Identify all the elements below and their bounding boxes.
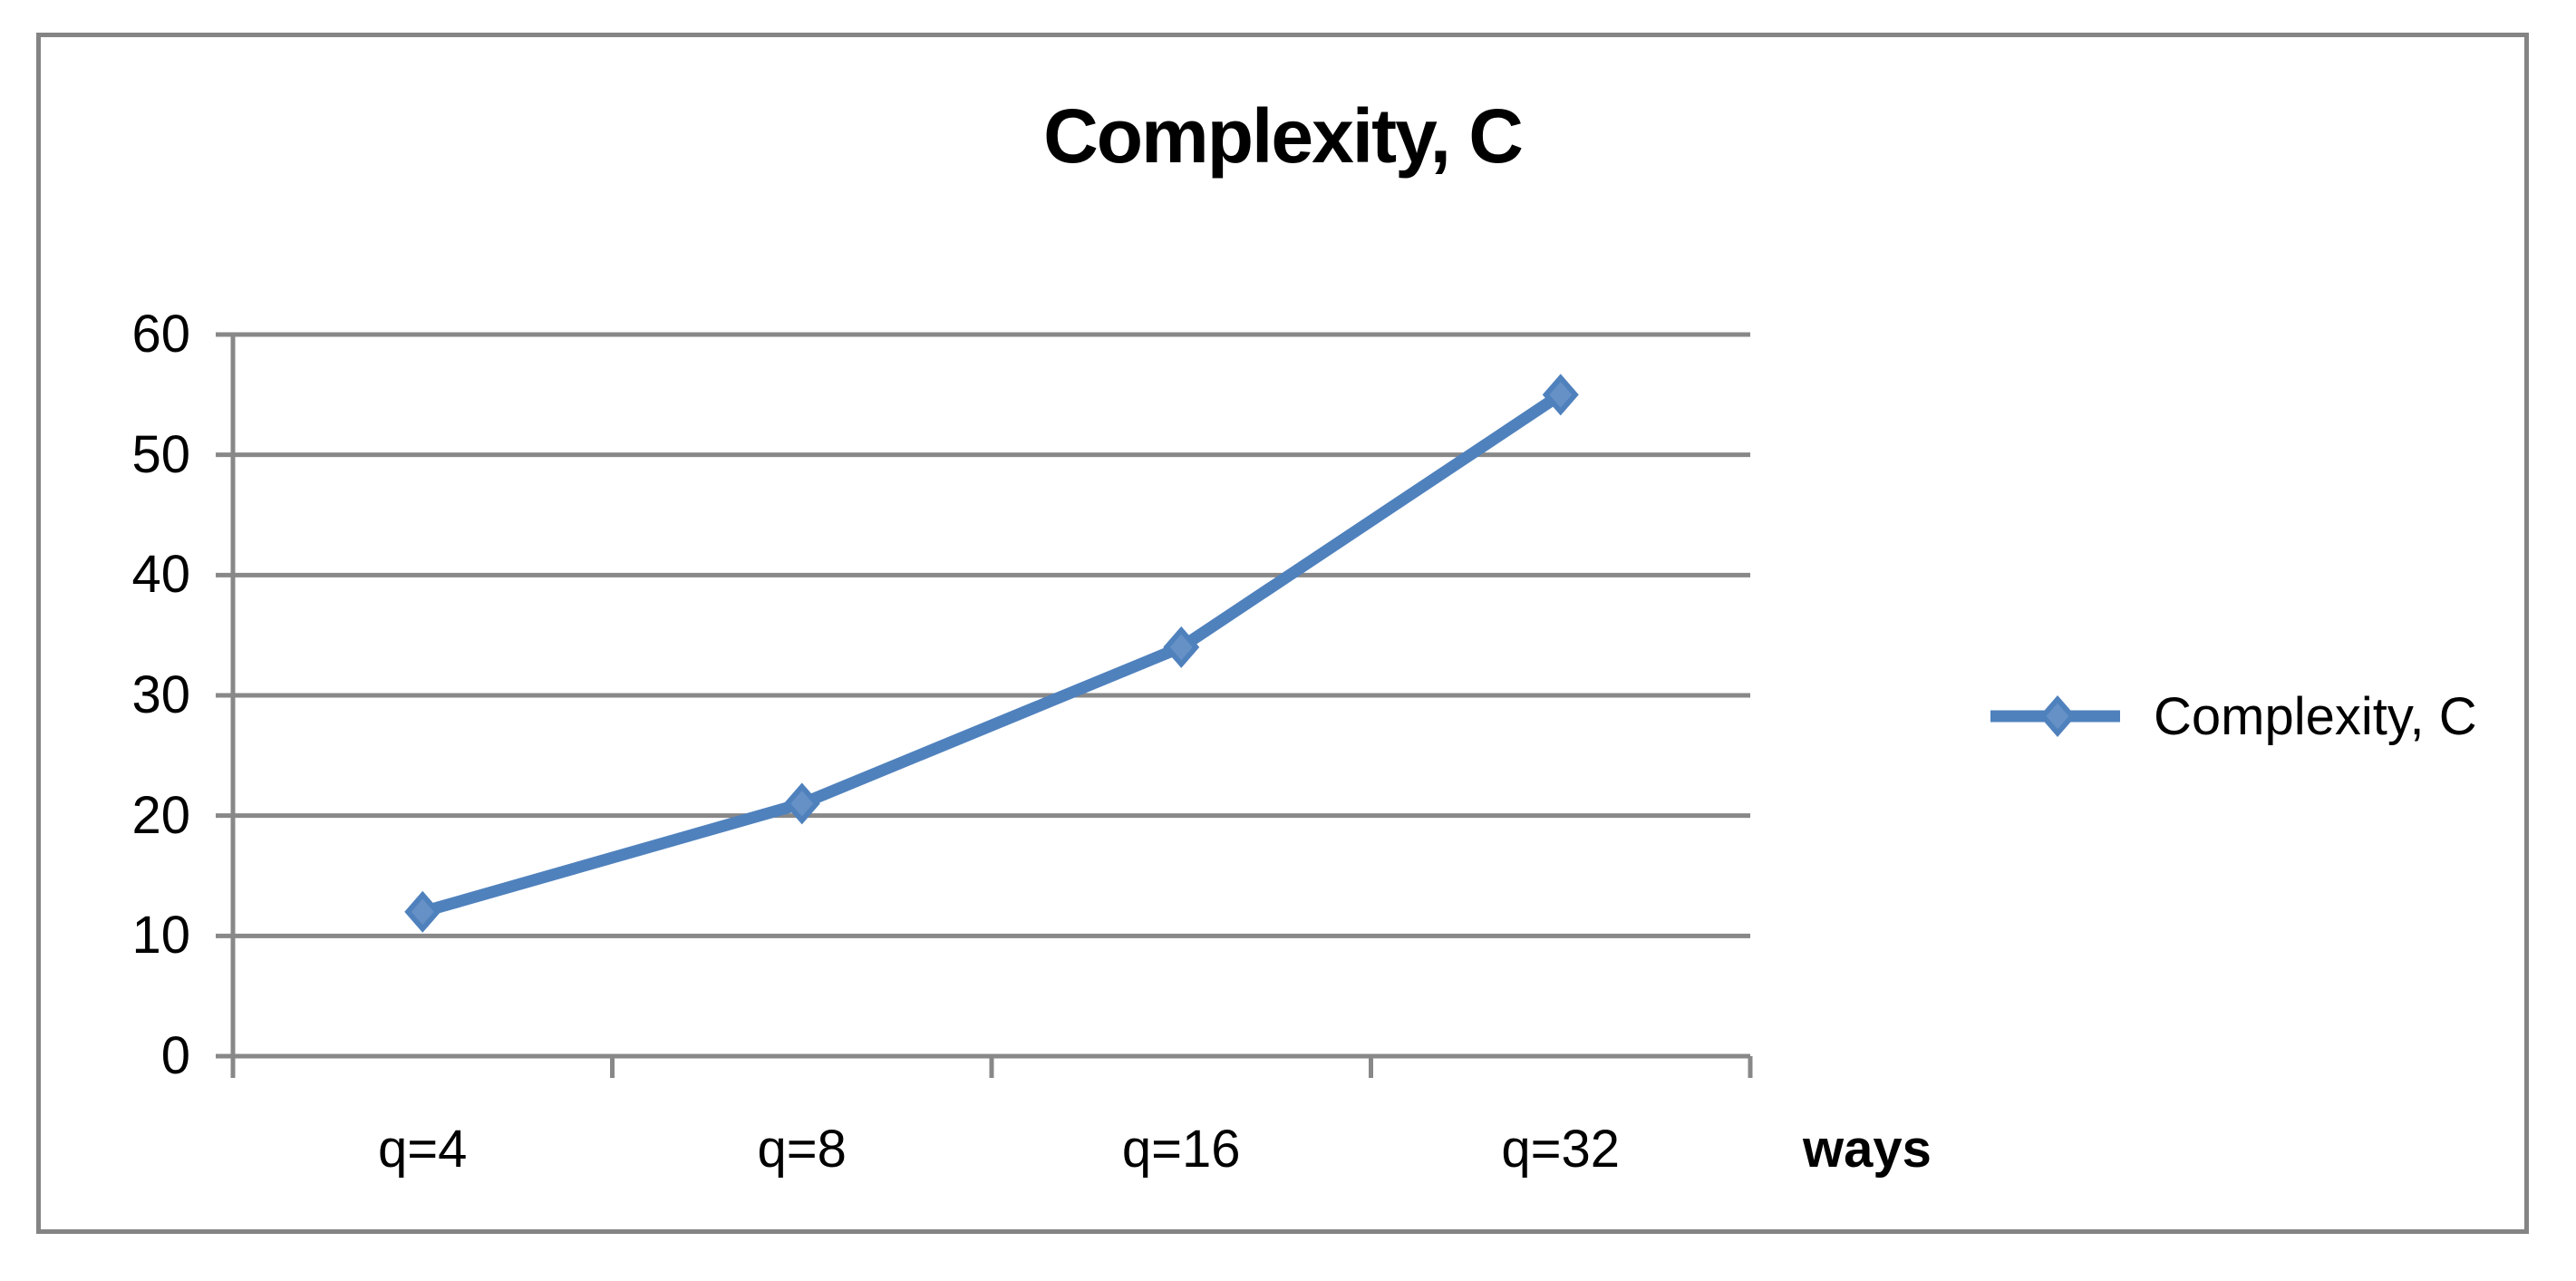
x-axis-tick-label: q=4 (378, 1120, 468, 1179)
data-point-marker-inner (411, 898, 434, 926)
data-point-marker-inner (790, 791, 814, 817)
y-axis-tick-label: 40 (131, 545, 190, 605)
series-line (421, 389, 1564, 918)
x-axis-title: ways (1803, 1120, 1932, 1179)
legend-label: Complexity, C (2154, 686, 2477, 746)
data-point-marker-inner (1169, 634, 1193, 661)
y-axis-tick-label: 20 (131, 785, 190, 845)
x-axis-tick-label: q=8 (757, 1120, 847, 1179)
x-axis-tick-label: q=32 (1501, 1120, 1621, 1179)
x-axis-tick-label: q=16 (1121, 1120, 1241, 1179)
chart-border (36, 33, 2529, 1234)
legend: Complexity, C (1985, 671, 2477, 762)
y-axis-tick-label: 50 (131, 424, 190, 484)
y-axis-tick-label: 0 (160, 1026, 190, 1085)
data-point-marker-inner (1549, 382, 1573, 408)
y-axis-tick-label: 30 (131, 665, 190, 724)
y-axis-tick-label: 10 (131, 906, 190, 966)
chart-title: Complexity, C (1043, 93, 1524, 179)
y-axis-tick-label: 60 (131, 305, 190, 364)
legend-diamond-marker-inner (2046, 703, 2069, 730)
legend-marker-icon (1990, 695, 2120, 737)
